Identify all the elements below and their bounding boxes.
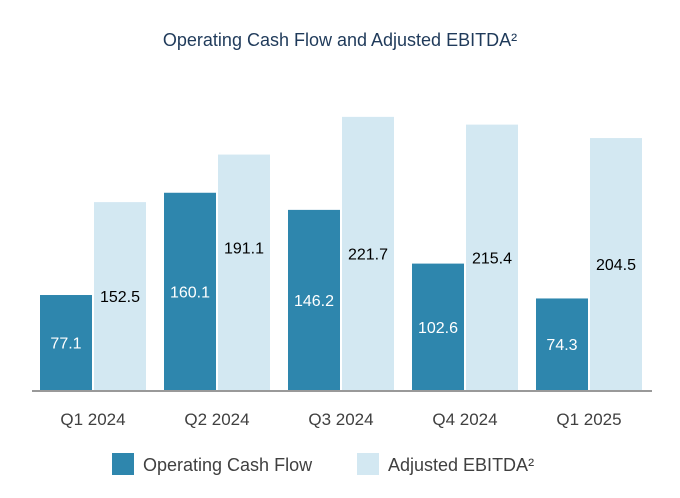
ebitda-bar [590, 138, 642, 390]
ocf-value-label: 77.1 [50, 336, 81, 353]
legend-label-operating-cash-flow: Operating Cash Flow [143, 455, 313, 475]
ocf-bar [288, 209, 340, 390]
legend-swatch-adjusted-ebitda [357, 453, 379, 475]
ocf-bar [164, 192, 216, 390]
ebitda-value-label: 215.4 [472, 250, 512, 267]
ocf-bar [40, 295, 92, 390]
legend-swatch-operating-cash-flow [112, 453, 134, 475]
ebitda-value-label: 152.5 [100, 289, 140, 306]
ocf-bar [536, 298, 588, 390]
ocf-value-label: 74.3 [546, 337, 577, 354]
ebitda-value-label: 191.1 [224, 240, 264, 257]
x-tick-label: Q1 2025 [556, 410, 621, 429]
chart-title: Operating Cash Flow and Adjusted EBITDA² [163, 30, 517, 50]
ebitda-bar [218, 154, 270, 390]
x-tick-label: Q3 2024 [308, 410, 373, 429]
ebitda-bar [466, 124, 518, 390]
legend: Operating Cash Flow Adjusted EBITDA² [112, 453, 534, 475]
ocf-value-label: 102.6 [418, 320, 458, 337]
x-tick-label: Q2 2024 [184, 410, 249, 429]
ocf-bar [412, 263, 464, 390]
ebitda-bar [94, 202, 146, 390]
ebitda-value-label: 204.5 [596, 257, 636, 274]
ocf-value-label: 160.1 [170, 284, 210, 301]
legend-label-adjusted-ebitda: Adjusted EBITDA² [388, 455, 534, 475]
ocf-value-label: 146.2 [294, 293, 334, 310]
ebitda-value-label: 221.7 [348, 246, 388, 263]
x-tick-label: Q1 2024 [60, 410, 125, 429]
x-tick-label: Q4 2024 [432, 410, 497, 429]
ebitda-bar [342, 116, 394, 390]
